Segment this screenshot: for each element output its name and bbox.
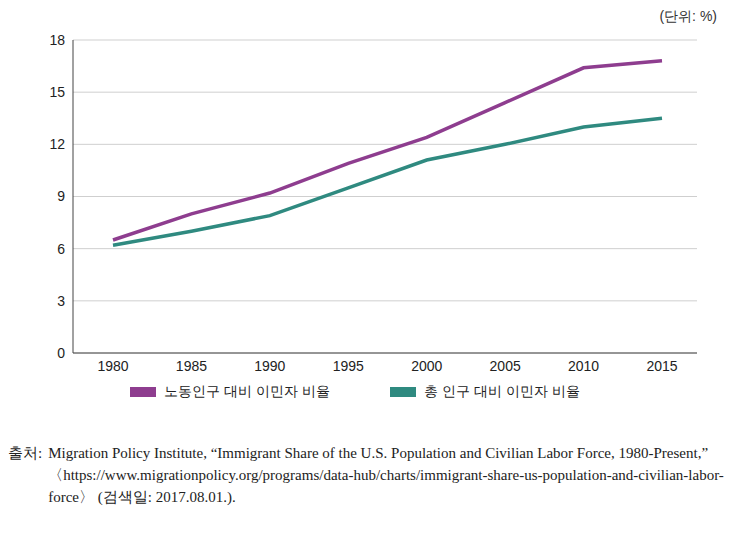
svg-text:1995: 1995 [333, 358, 364, 374]
svg-text:12: 12 [49, 136, 65, 152]
svg-text:2010: 2010 [568, 358, 599, 374]
svg-text:0: 0 [57, 345, 65, 361]
html-text:총 인구 대비 이민자 비율: 총 인구 대비 이민자 비율 [424, 383, 580, 399]
html-text:출처: Migration Policy Institute: 출처: Migration Policy Institute, “Immigra… [8, 445, 724, 505]
svg-text:1980: 1980 [97, 358, 128, 374]
html-text:(단위: %): (단위: %) [659, 8, 717, 24]
svg-text:15: 15 [49, 84, 65, 100]
svg-text:1990: 1990 [254, 358, 285, 374]
svg-text:3: 3 [57, 293, 65, 309]
html-text:노동인구 대비 이민자 비율: 노동인구 대비 이민자 비율 [164, 383, 330, 399]
svg-text:2000: 2000 [411, 358, 442, 374]
svg-text:1985: 1985 [176, 358, 207, 374]
svg-text:6: 6 [57, 241, 65, 257]
svg-text:18: 18 [49, 32, 65, 48]
svg-text:2015: 2015 [646, 358, 677, 374]
svg-text:2005: 2005 [490, 358, 521, 374]
svg-text:9: 9 [57, 188, 65, 204]
